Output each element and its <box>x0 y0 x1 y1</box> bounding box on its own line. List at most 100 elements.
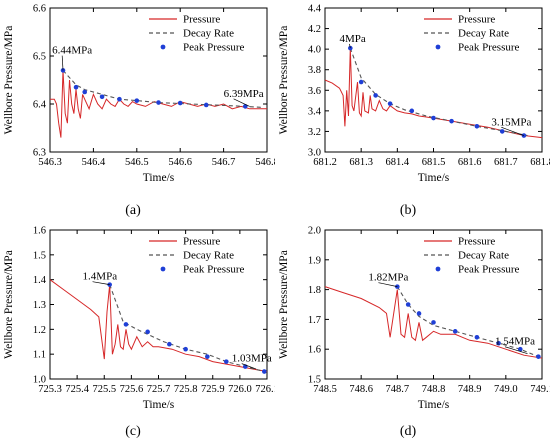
x-tick-label: 725.6 <box>120 384 144 395</box>
y-tick-label: 1.4 <box>33 275 47 286</box>
y-tick-label: 1.6 <box>33 226 46 237</box>
annotation-leader <box>378 282 398 287</box>
peak-point <box>474 123 480 129</box>
y-tick-label: 4.0 <box>308 45 321 56</box>
x-tick-label: 725.9 <box>201 384 225 395</box>
x-tick-label: 725.3 <box>38 384 62 395</box>
peak-point <box>449 118 454 124</box>
annotation-leader <box>241 363 257 370</box>
x-tick-label: 725.8 <box>174 384 198 395</box>
panel-label-b: (b) <box>399 203 417 218</box>
peak-point <box>518 346 523 352</box>
x-tick-label: 546.6 <box>168 157 192 168</box>
peak-point <box>99 94 105 100</box>
y-tick-label: 3.0 <box>308 148 321 159</box>
peak-point <box>156 100 161 105</box>
x-tick-label: 748.9 <box>458 384 482 395</box>
annotation-label: 1.03MPa <box>232 353 272 365</box>
peak-point <box>117 96 122 102</box>
x-tick-label: 546.3 <box>38 157 62 168</box>
peak-point <box>416 311 422 316</box>
peak-point <box>224 359 229 364</box>
annotation-label: 3.15MPa <box>491 116 531 128</box>
y-axis-label: Wellbore Pressure/MPa <box>3 250 15 359</box>
peak-point <box>167 341 172 347</box>
decay-rate-line <box>62 70 263 108</box>
y-tick-label: 1.0 <box>33 375 46 386</box>
x-tick-label: 748.6 <box>349 384 373 395</box>
peak-point <box>73 84 79 90</box>
peak-point <box>82 89 88 95</box>
y-tick-label: 3.6 <box>308 86 321 97</box>
y-tick-label: 1.9 <box>308 255 321 266</box>
annotation-leader <box>349 43 351 49</box>
x-tick-label: 748.8 <box>422 384 446 395</box>
peak-point <box>261 369 267 374</box>
x-tick-label: 681.5 <box>422 157 446 168</box>
x-tick-label: 681.4 <box>386 157 410 168</box>
chart-d: 748.5 748.6 748.7 748.8 748.9 749.0 749.1 1.5 1.… <box>278 226 550 412</box>
y-tick-label: 6.6 <box>33 4 46 15</box>
chart-a: 546.3 546.4 546.5 546.6 546.7 546.8 6.3 6.4 6.5 6… <box>3 4 275 185</box>
legend-label: Pressure <box>183 236 220 248</box>
x-tick-label: 726.1 <box>255 384 275 395</box>
y-tick-label: 6.5 <box>33 52 46 63</box>
x-axis-label: Time/s <box>143 172 175 184</box>
y-tick-label: 3.2 <box>308 127 321 138</box>
peak-point <box>431 320 436 325</box>
y-tick-label: 3.4 <box>308 106 322 117</box>
peak-point <box>536 354 541 359</box>
pressure-line <box>49 279 268 372</box>
x-axis-label: Time/s <box>143 399 175 411</box>
peak-point <box>183 346 188 352</box>
x-tick-label: 748.5 <box>313 384 337 395</box>
plot-frame <box>324 229 543 380</box>
peak-point <box>177 100 183 106</box>
annotation-leader <box>92 281 110 285</box>
x-tick-label: 725.7 <box>147 384 171 395</box>
x-tick-label: 681.8 <box>530 157 550 168</box>
y-axis-label: Wellbore Pressure/MPa <box>3 26 15 135</box>
y-tick-label: 1.5 <box>33 250 46 261</box>
annotation-leader <box>504 346 528 355</box>
y-tick-label: 6.4 <box>33 100 47 111</box>
peak-point <box>107 282 112 287</box>
chart-c: 725.3 725.4 725.5 725.6 725.7 725.8 725.9 726.0… <box>3 226 275 412</box>
annotation-leader <box>233 98 250 107</box>
annotation-label: 6.39MPa <box>224 88 264 100</box>
legend-swatch-peak <box>435 44 441 50</box>
legend-swatch-peak <box>160 266 166 272</box>
y-tick-label: 1.2 <box>33 325 46 336</box>
peak-point <box>474 334 480 340</box>
panel-label-a: (a) <box>125 203 141 218</box>
peak-point <box>452 329 458 334</box>
x-tick-label: 725.4 <box>65 384 89 395</box>
annotation-leader <box>501 126 525 136</box>
decay-rate-line <box>349 47 528 137</box>
peak-point <box>203 102 209 108</box>
y-tick-label: 1.5 <box>308 375 321 386</box>
peak-point <box>123 322 129 327</box>
legend-label: Peak Pressure <box>183 264 245 276</box>
x-tick-label: 749.1 <box>530 384 550 395</box>
x-tick-label: 546.4 <box>82 157 106 168</box>
panel-label-c: (c) <box>125 424 141 439</box>
y-tick-label: 2.0 <box>308 226 321 237</box>
peak-point <box>134 98 140 103</box>
y-tick-label: 4.2 <box>308 24 321 35</box>
legend-swatch-peak <box>160 44 166 50</box>
y-tick-label: 3.8 <box>308 65 321 76</box>
x-tick-label: 726.0 <box>228 384 252 395</box>
x-tick-label: 681.6 <box>458 157 482 168</box>
y-tick-label: 6.3 <box>33 148 46 159</box>
legend-label: Pressure <box>458 14 495 26</box>
x-tick-label: 681.7 <box>494 157 518 168</box>
legend-label: Peak Pressure <box>458 264 520 276</box>
y-tick-label: 1.1 <box>33 350 46 361</box>
x-tick-label: 681.2 <box>313 157 337 168</box>
legend-label: Pressure <box>183 14 220 26</box>
y-tick-label: 4.4 <box>308 4 322 15</box>
x-tick-label: 748.7 <box>386 384 410 395</box>
y-tick-label: 1.6 <box>308 345 321 356</box>
